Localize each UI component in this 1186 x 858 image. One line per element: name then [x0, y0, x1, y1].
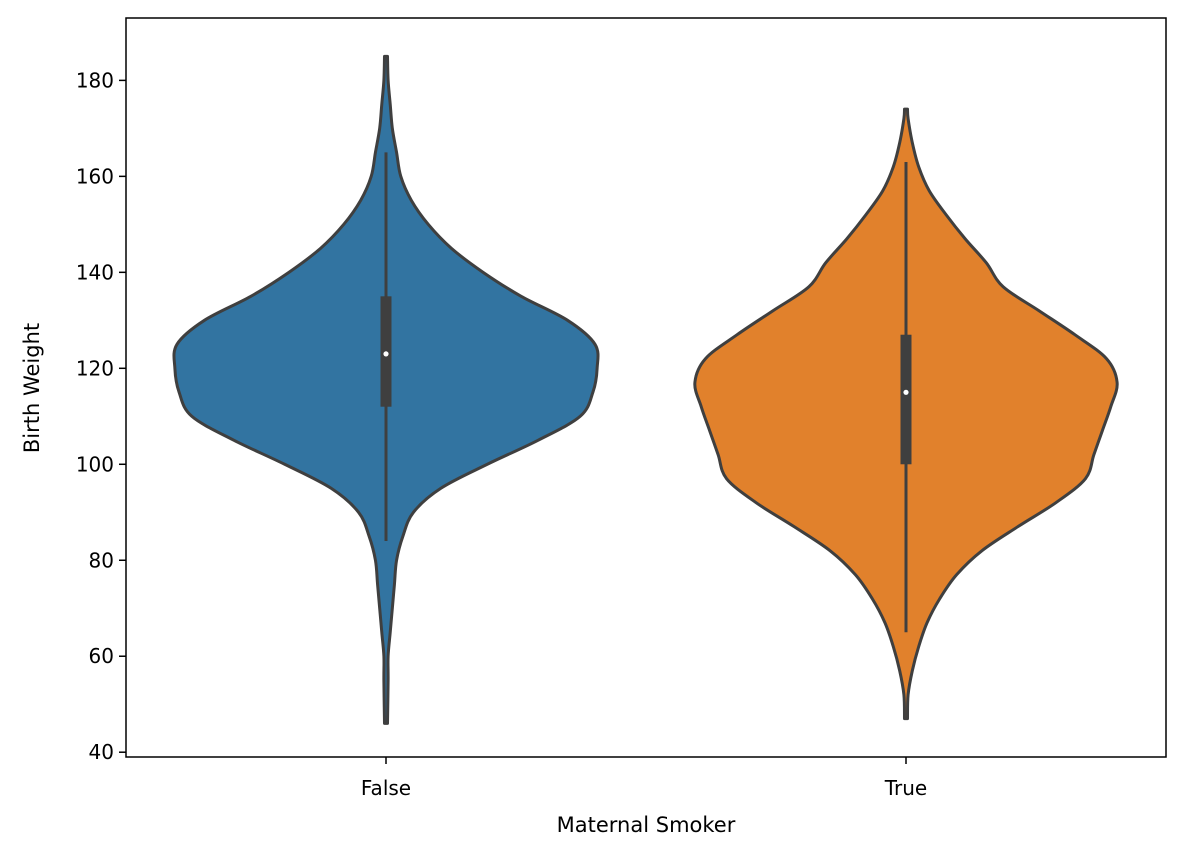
- median-dot: [903, 389, 909, 395]
- x-tick-label: True: [884, 776, 927, 800]
- y-tick-label: 180: [76, 68, 114, 92]
- violin-true: [693, 107, 1119, 721]
- plot-frame: [125, 17, 1167, 758]
- y-tick-label: 160: [76, 164, 114, 188]
- y-axis-label: Birth Weight: [20, 323, 44, 453]
- y-tick-label: 100: [76, 452, 114, 476]
- violin-false: [172, 54, 600, 725]
- x-axis-ticks: False True: [361, 757, 927, 800]
- y-axis-ticks: 40 60 80 100 120 140 160 180: [76, 68, 126, 764]
- y-tick-label: 140: [76, 260, 114, 284]
- median-dot: [383, 351, 389, 357]
- x-tick-label: False: [361, 776, 411, 800]
- y-tick-label: 80: [89, 548, 114, 572]
- x-axis-label: Maternal Smoker: [557, 813, 736, 837]
- y-tick-label: 40: [89, 740, 114, 764]
- iqr-box: [900, 334, 912, 465]
- violins: [172, 54, 1119, 725]
- y-tick-label: 120: [76, 356, 114, 380]
- y-tick-label: 60: [89, 644, 114, 668]
